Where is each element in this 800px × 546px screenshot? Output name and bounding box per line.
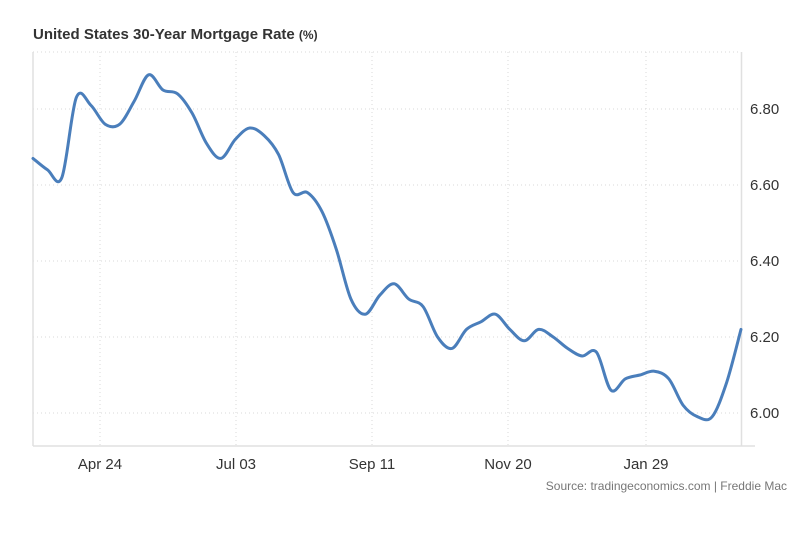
- source-note: Source: tradingeconomics.com | Freddie M…: [545, 479, 787, 493]
- x-tick-label: Jan 29: [623, 456, 668, 473]
- x-tick-label: Nov 20: [484, 456, 532, 473]
- x-tick-label: Apr 24: [78, 456, 122, 473]
- y-tick-label: 6.20: [750, 329, 779, 346]
- chart-title-text: United States 30-Year Mortgage Rate: [33, 26, 295, 43]
- grid-lines: [33, 51, 741, 446]
- y-tick-label: 6.80: [750, 101, 779, 118]
- axes: [32, 52, 755, 447]
- x-tick-label: Jul 03: [216, 456, 256, 473]
- y-axis-ticks: 6.00 6.20 6.40 6.60 6.80: [750, 101, 779, 422]
- y-tick-label: 6.60: [750, 177, 779, 194]
- x-axis-ticks: Apr 24 Jul 03 Sep 11 Nov 20 Jan 29: [78, 456, 669, 473]
- x-tick-label: Sep 11: [349, 456, 395, 473]
- y-tick-label: 6.00: [750, 405, 779, 422]
- chart-title: United States 30-Year Mortgage Rate (%): [33, 26, 318, 43]
- y-tick-label: 6.40: [750, 253, 779, 270]
- series-line: [31, 73, 743, 422]
- chart-title-unit: (%): [298, 28, 318, 42]
